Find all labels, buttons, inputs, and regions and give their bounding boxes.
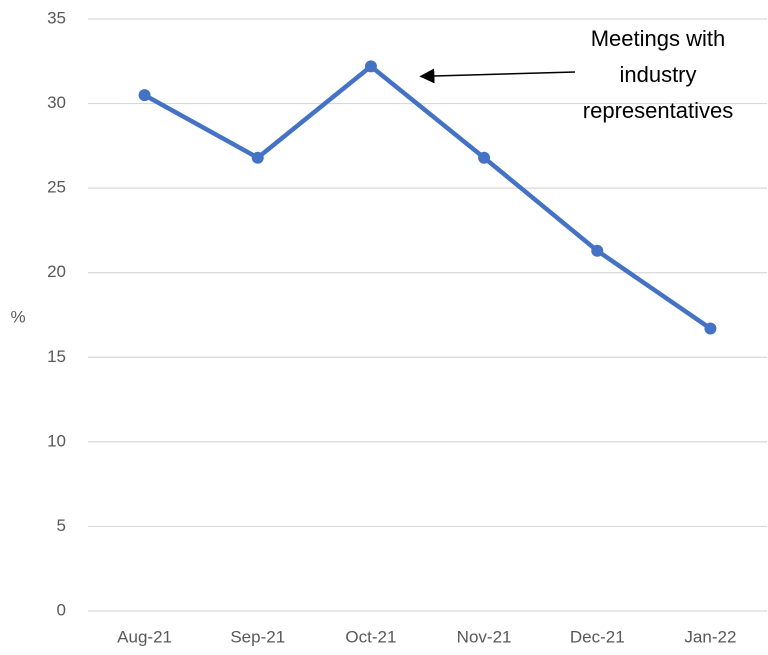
- y-tick-label: 0: [57, 600, 66, 619]
- x-tick-label: Nov-21: [457, 627, 512, 646]
- y-tick-label: 25: [47, 178, 66, 197]
- annotation: industry: [619, 62, 696, 87]
- x-tick-label: Jan-22: [684, 627, 736, 646]
- point: [478, 151, 491, 164]
- x-tick-label: Aug-21: [117, 627, 172, 646]
- point: [138, 89, 151, 102]
- x-tick-label: Sep-21: [230, 627, 285, 646]
- x-tick-label: Dec-21: [570, 627, 625, 646]
- annotation-arrow: [419, 68, 576, 84]
- y-tick-label: 35: [47, 8, 66, 27]
- y-axis-label: %: [10, 307, 25, 326]
- annotation: representatives: [583, 98, 733, 123]
- point: [364, 60, 377, 73]
- x-tick-label: Oct-21: [345, 627, 396, 646]
- y-tick-label: 30: [47, 93, 66, 112]
- annotation: Meetings with: [591, 26, 726, 51]
- line: [143, 64, 712, 331]
- y-tick-label: 5: [57, 516, 66, 535]
- y-tick-label: 20: [47, 262, 66, 281]
- point: [251, 151, 264, 164]
- y-tick-label: 10: [47, 431, 66, 450]
- point: [704, 322, 717, 335]
- point: [591, 244, 604, 257]
- y-tick-label: 15: [47, 347, 66, 366]
